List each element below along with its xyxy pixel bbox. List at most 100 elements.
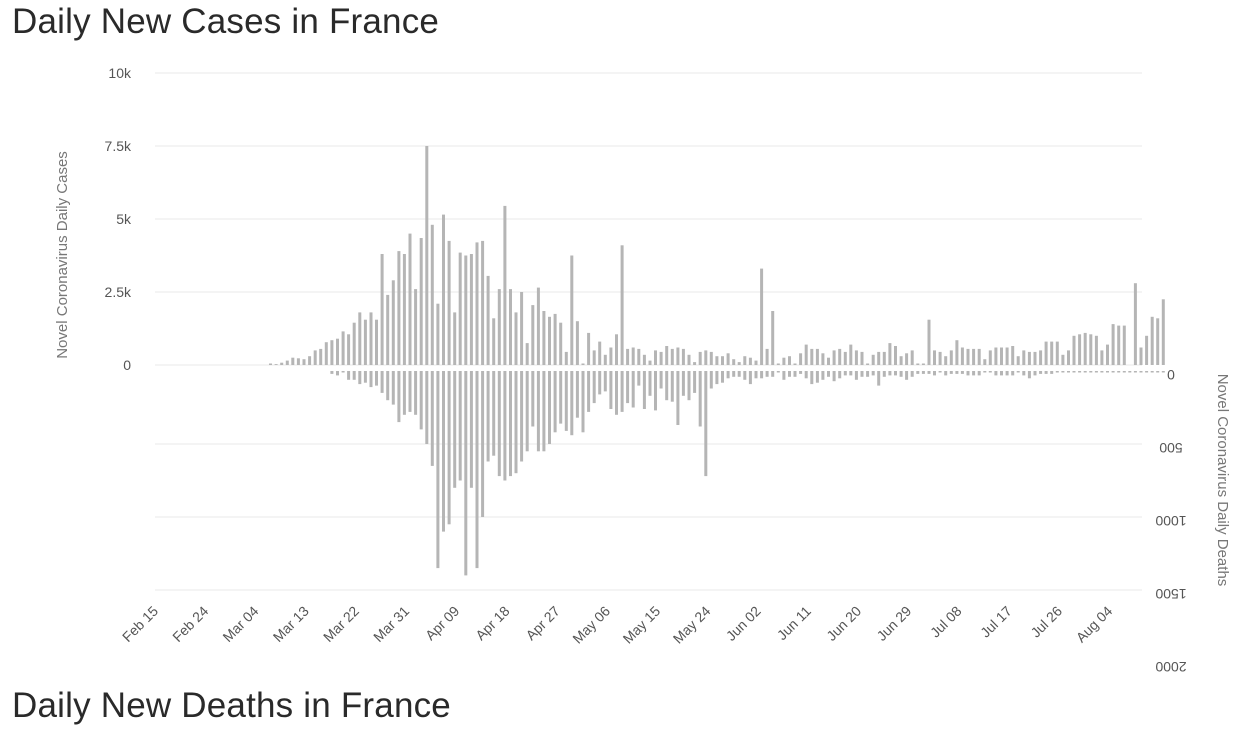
death-bar <box>1133 371 1137 373</box>
x-tick-label: Feb 15 <box>119 603 161 645</box>
x-axis: Feb 15 Feb 24 Mar 04 Mar 13 Mar 22 Mar 31 Apr … <box>119 603 1115 647</box>
death-bar <box>1106 371 1109 373</box>
death-bar <box>559 371 563 424</box>
case-bar <box>871 354 875 365</box>
case-bar <box>670 348 674 365</box>
case-bar <box>525 343 529 365</box>
death-bar <box>1022 371 1026 376</box>
case-bar <box>983 359 987 365</box>
y-axis-title: Novel Coronavirus Daily Cases <box>54 151 71 359</box>
x-tick-label: Jun 02 <box>723 603 764 644</box>
x-tick-label: May 06 <box>569 603 613 647</box>
y2-axis-title: Novel Coronavirus Daily Deaths <box>1214 374 1231 587</box>
case-bar <box>592 350 596 365</box>
case-bar <box>419 238 423 365</box>
case-bar <box>949 350 953 365</box>
case-bar <box>860 351 864 365</box>
case-bar <box>559 322 563 365</box>
case-bar <box>776 363 780 365</box>
y2-tick-label: 1500 <box>1155 586 1186 602</box>
death-bar <box>1067 371 1070 373</box>
death-bar <box>1139 371 1143 373</box>
next-chart-title: Daily New Deaths in France <box>12 686 451 725</box>
case-bar <box>1044 341 1048 365</box>
death-bar <box>386 371 390 401</box>
case-bar <box>966 348 970 365</box>
case-bar <box>1145 335 1149 365</box>
death-bar <box>665 371 669 401</box>
death-bar <box>1094 371 1098 373</box>
death-bar <box>765 371 769 377</box>
death-bar <box>1122 371 1126 373</box>
death-bar <box>425 371 429 444</box>
case-bar <box>1111 324 1115 365</box>
death-bar <box>1039 371 1043 374</box>
case-bar <box>324 342 328 365</box>
death-bar <box>1100 371 1104 373</box>
death-bar <box>788 371 791 377</box>
death-bar <box>810 371 814 385</box>
x-tick-label: Jun 20 <box>823 603 864 644</box>
death-bar <box>464 371 468 576</box>
case-bar <box>575 321 579 365</box>
case-bar <box>587 332 591 365</box>
death-bar <box>1128 371 1132 373</box>
case-bar <box>1161 299 1165 365</box>
case-bar <box>402 254 406 365</box>
death-bar <box>916 371 920 374</box>
x-tick-label: Apr 18 <box>472 603 513 644</box>
y-axis-left: 0 2.5k 5k 7.5k 10k <box>105 65 132 373</box>
death-bar <box>620 371 624 412</box>
case-bar <box>347 334 351 365</box>
case-bar <box>380 254 384 365</box>
x-tick-label: Jun 29 <box>873 603 914 644</box>
death-bar <box>715 371 719 385</box>
case-bar <box>475 242 479 365</box>
case-bar <box>536 287 540 365</box>
death-bar <box>960 371 964 374</box>
case-bar <box>709 351 713 365</box>
case-bar <box>1089 334 1093 365</box>
case-bar <box>1122 325 1126 365</box>
case-bar <box>788 356 791 365</box>
case-bar <box>793 363 797 365</box>
case-bar <box>615 334 618 365</box>
case-bar <box>659 351 663 365</box>
y2-tick-label: 1000 <box>1155 513 1186 529</box>
case-bar <box>408 233 412 365</box>
x-tick-label: Jun 11 <box>774 603 814 643</box>
case-bar <box>921 363 925 365</box>
case-bar <box>469 254 473 365</box>
death-bar <box>938 371 942 373</box>
death-bar <box>369 371 373 388</box>
death-bar <box>570 371 574 436</box>
death-bar <box>1145 371 1149 373</box>
death-bar <box>347 371 351 380</box>
case-bar <box>994 347 998 365</box>
case-bar <box>905 353 909 365</box>
death-bar <box>676 371 680 425</box>
x-tick-label: Jul 17 <box>977 603 1015 641</box>
death-bar <box>854 371 858 380</box>
death-bar <box>1150 371 1154 373</box>
case-bar <box>1078 334 1082 365</box>
death-bar <box>352 371 356 380</box>
death-bar <box>447 371 451 525</box>
death-bar <box>955 371 959 374</box>
case-bar <box>520 292 524 365</box>
case-bar <box>492 318 496 365</box>
case-bar <box>804 344 808 365</box>
case-bar <box>631 347 635 365</box>
case-bar <box>748 357 752 365</box>
case-bar <box>894 346 897 365</box>
death-bar <box>1016 371 1020 373</box>
case-bar <box>687 354 691 365</box>
case-bar <box>1133 283 1137 365</box>
death-bar <box>944 371 948 376</box>
case-bar <box>1016 356 1020 365</box>
case-bar <box>414 289 418 365</box>
case-bar <box>765 348 769 365</box>
chart-title: Daily New Cases in France <box>12 2 440 41</box>
case-bar <box>1156 318 1160 365</box>
death-bar <box>486 371 490 462</box>
